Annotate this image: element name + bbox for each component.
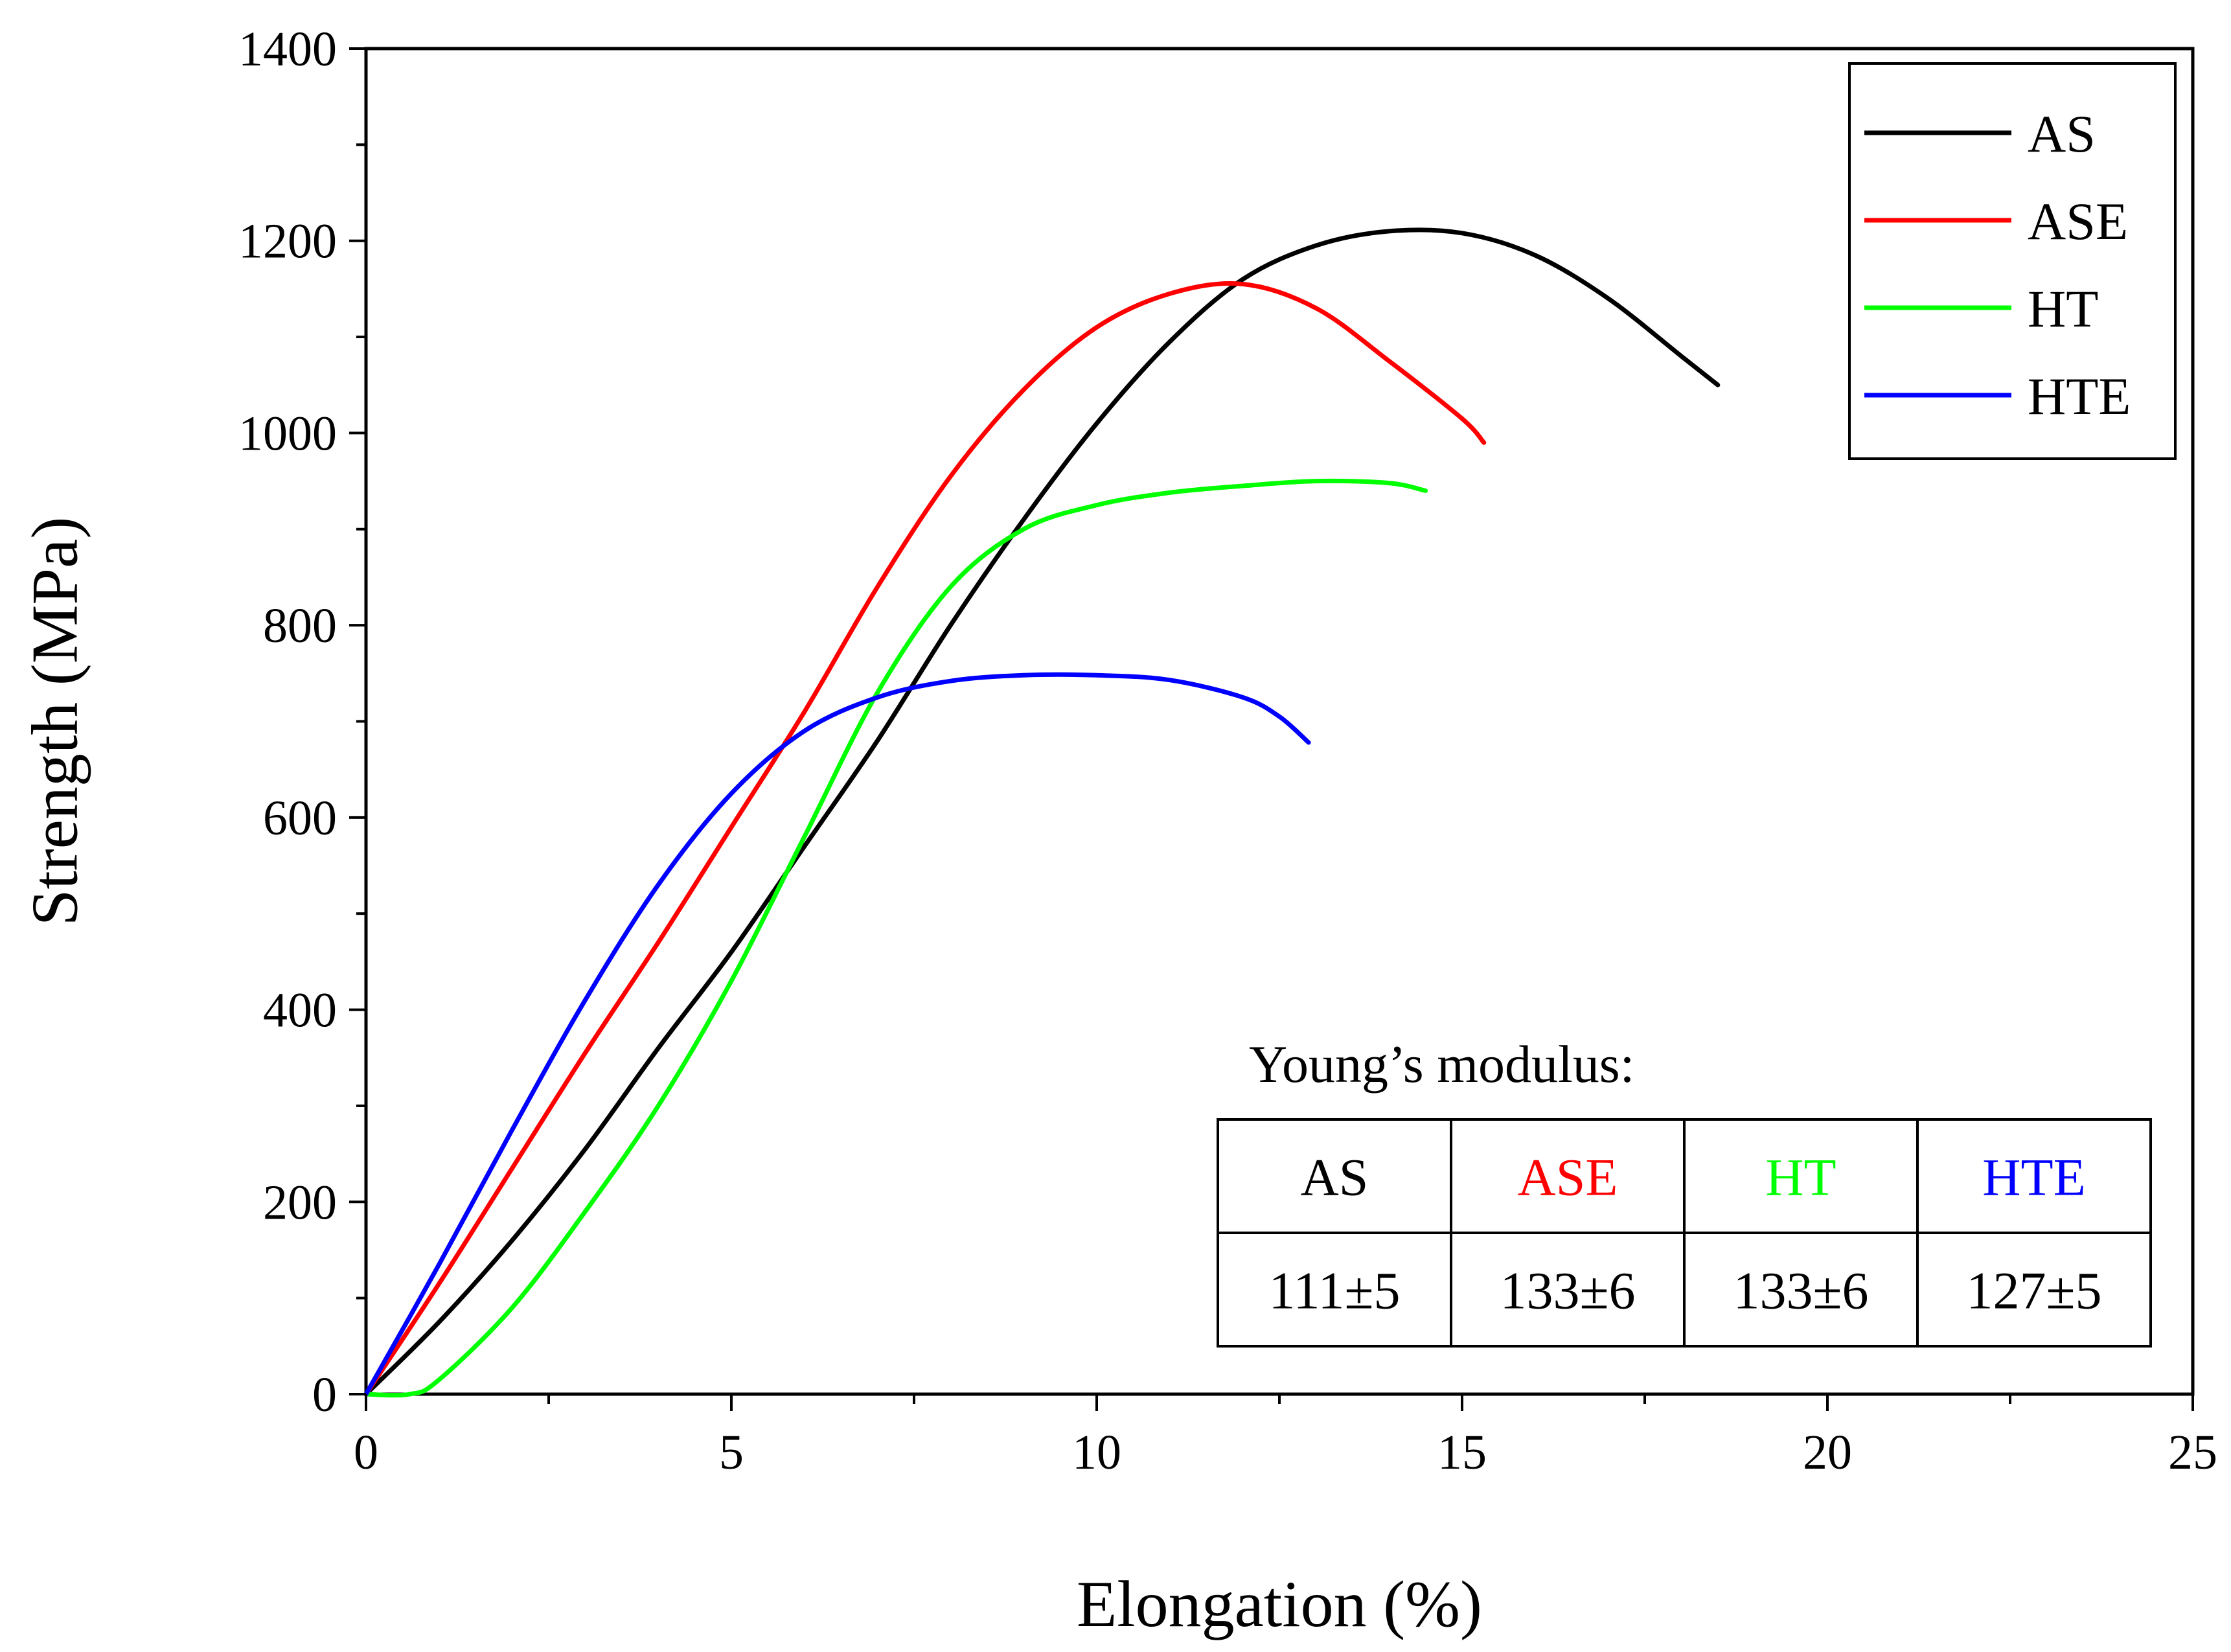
table-header-hte: HTE	[1982, 1148, 2085, 1207]
x-tick-label: 15	[1437, 1425, 1487, 1480]
x-axis-title: Elongation (%)	[1077, 1568, 1482, 1641]
x-tick-label: 0	[354, 1425, 378, 1480]
y-tick-label: 400	[263, 983, 337, 1038]
table-header-ase: ASE	[1518, 1148, 1618, 1207]
legend-box	[1848, 62, 2177, 460]
table-value-as: 111±5	[1269, 1261, 1401, 1320]
youngs-modulus-title: Young’s modulus:	[1249, 1035, 1634, 1094]
table-value-ase: 133±6	[1500, 1261, 1635, 1320]
legend: AS ASE HT HTE	[1848, 62, 2177, 460]
x-tick-label: 10	[1072, 1425, 1121, 1480]
table-header-as: AS	[1301, 1148, 1369, 1207]
legend-label-hte: HTE	[2028, 367, 2131, 426]
axes-layer: 0 5 10 15 20 25 0 200 400 600 800 1000 1200 1400	[238, 22, 2217, 1480]
y-tick-label: 1200	[238, 214, 337, 269]
legend-label-ase: ASE	[2028, 192, 2128, 251]
legend-label-as: AS	[2028, 104, 2096, 163]
series-line-ase	[363, 281, 1487, 1397]
series-layer	[363, 227, 1721, 1398]
y-axis-title: Strength (MPa)	[18, 517, 91, 926]
x-tick-label: 20	[1803, 1425, 1852, 1480]
x-tick-label: 25	[2168, 1425, 2217, 1480]
table-value-ht: 133±6	[1733, 1261, 1868, 1320]
y-tick-label: 1000	[238, 406, 337, 461]
y-tick-label: 0	[312, 1368, 337, 1422]
y-tick-label: 200	[263, 1175, 337, 1230]
y-tick-label: 600	[263, 791, 337, 845]
x-tick-label: 5	[719, 1425, 744, 1480]
legend-label-ht: HT	[2028, 279, 2098, 338]
table-header-ht: HT	[1765, 1148, 1836, 1207]
y-tick-label: 800	[263, 599, 337, 653]
series-line-ht	[363, 478, 1428, 1398]
youngs-modulus-table: Young’s modulus: AS 111±5 ASE 133±6 HT 133±6 H…	[1217, 1035, 2152, 1348]
y-tick-label: 1400	[238, 22, 337, 76]
series-line-hte	[363, 672, 1311, 1397]
table-value-hte: 127±5	[1966, 1261, 2101, 1320]
